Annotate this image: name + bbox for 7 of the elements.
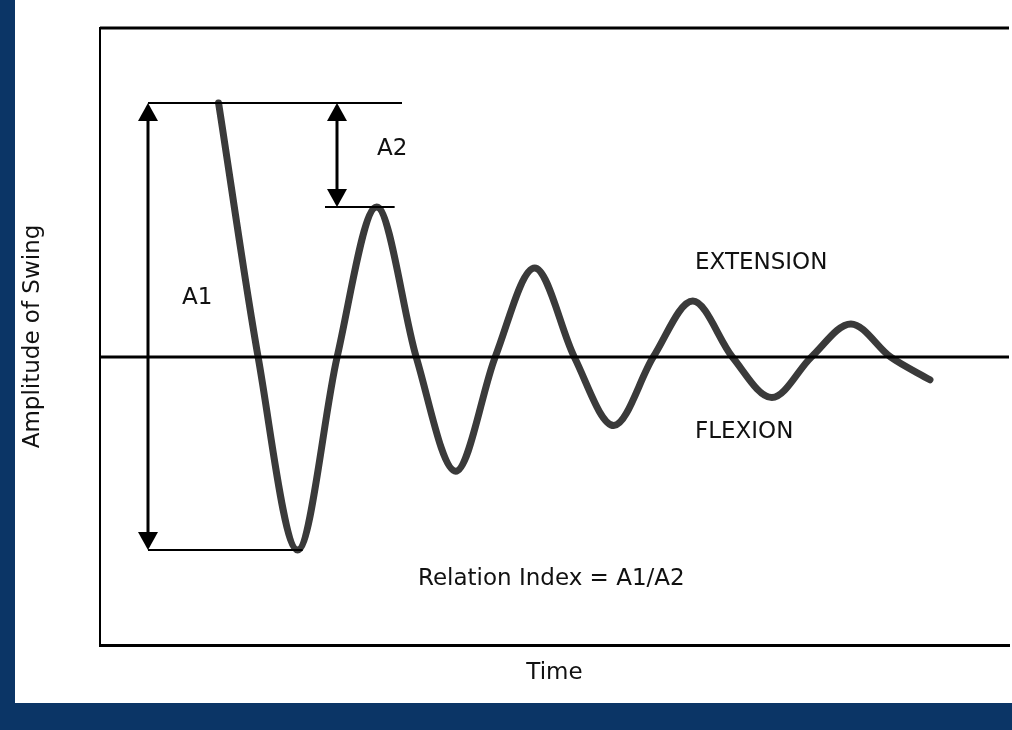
annotation: FLEXION	[695, 417, 794, 443]
annotation: EXTENSION	[695, 248, 828, 274]
y-axis-title: Amplitude of Swing	[17, 224, 44, 449]
annotation: A1	[182, 283, 213, 309]
x-axis-title: Time	[525, 658, 583, 685]
annotation: A2	[377, 134, 408, 160]
text: Relation Index = A1/A2	[418, 564, 685, 590]
